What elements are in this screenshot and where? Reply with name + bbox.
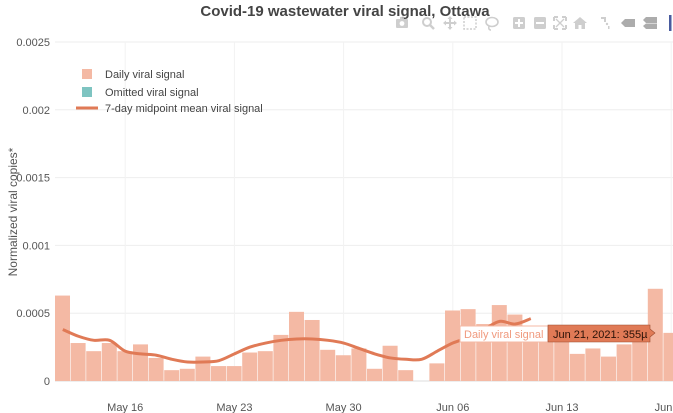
y-tick-label: 0.0005 bbox=[16, 308, 50, 320]
bar-daily-signal[interactable] bbox=[195, 356, 211, 381]
chart-title: Covid-19 wastewater viral signal, Ottawa bbox=[200, 3, 490, 20]
legend-item-daily[interactable]: Daily viral signal bbox=[105, 69, 184, 81]
bar-daily-signal[interactable] bbox=[164, 370, 180, 381]
bar-daily-signal[interactable] bbox=[569, 353, 585, 381]
y-tick-label: 0.0025 bbox=[16, 37, 50, 49]
bar-daily-signal[interactable] bbox=[179, 368, 195, 381]
bar-daily-signal[interactable] bbox=[133, 344, 148, 381]
bar-daily-signal[interactable] bbox=[538, 340, 554, 381]
bar-daily-signal[interactable] bbox=[289, 311, 304, 381]
zoom-out-icon[interactable] bbox=[534, 17, 546, 29]
modebar[interactable] bbox=[396, 15, 672, 31]
bar-daily-signal[interactable] bbox=[460, 309, 476, 381]
bars-layer[interactable] bbox=[55, 288, 673, 381]
box-select-icon[interactable] bbox=[463, 16, 477, 30]
pan-icon[interactable] bbox=[443, 16, 457, 30]
bar-daily-signal[interactable] bbox=[86, 351, 102, 381]
x-axis-ticks: May 16 May 23 May 30 Jun 06 Jun 13 Jun 20 bbox=[107, 402, 673, 413]
autoscale-icon[interactable] bbox=[553, 16, 567, 30]
legend-item-omitted[interactable]: Omitted viral signal bbox=[105, 87, 199, 99]
hover-tooltip: Daily viral signal Jun 21, 2021: 355µ bbox=[459, 324, 656, 343]
bar-daily-signal[interactable] bbox=[382, 345, 398, 381]
zoom-icon[interactable] bbox=[422, 17, 435, 30]
bar-daily-signal[interactable] bbox=[585, 348, 601, 381]
zoom-in-icon[interactable] bbox=[513, 17, 525, 29]
hover-compare-icon[interactable] bbox=[643, 17, 657, 29]
bar-daily-signal[interactable] bbox=[429, 363, 445, 381]
hover-value-label: Jun 21, 2021: 355µ bbox=[553, 329, 648, 341]
bar-daily-signal[interactable] bbox=[335, 355, 351, 381]
bar-daily-signal[interactable] bbox=[616, 344, 632, 381]
y-tick-label: 0.001 bbox=[22, 240, 50, 252]
bar-daily-signal[interactable] bbox=[273, 334, 289, 381]
y-tick-label: 0.0015 bbox=[16, 173, 50, 185]
bar-daily-signal[interactable] bbox=[148, 357, 164, 381]
bar-daily-signal[interactable] bbox=[55, 295, 70, 381]
x-tick-label: May 23 bbox=[216, 402, 252, 413]
mean-line bbox=[62, 317, 532, 364]
hover-value-box bbox=[547, 324, 656, 343]
y-axis-label: Normalized viral copies* bbox=[6, 147, 20, 276]
bar-daily-signal[interactable] bbox=[398, 370, 414, 381]
line-layer bbox=[62, 317, 532, 364]
bar-daily-signal[interactable] bbox=[351, 348, 367, 381]
x-tick-label: May 16 bbox=[107, 402, 143, 413]
x-tick-label: Jun 20 bbox=[655, 402, 673, 413]
bar-daily-signal[interactable] bbox=[491, 305, 507, 381]
hover-series-label: Daily viral signal bbox=[464, 329, 543, 341]
bar-daily-signal[interactable] bbox=[70, 343, 86, 381]
x-tick-label: May 30 bbox=[326, 402, 362, 413]
legend[interactable]: Daily viral signal Omitted viral signal … bbox=[76, 69, 263, 115]
bar-daily-signal[interactable] bbox=[257, 351, 273, 381]
bar-daily-signal[interactable] bbox=[367, 368, 382, 381]
spike-lines-icon[interactable] bbox=[601, 17, 610, 29]
bar-daily-signal[interactable] bbox=[445, 310, 460, 381]
reset-axes-icon[interactable] bbox=[573, 17, 587, 29]
bar-daily-signal[interactable] bbox=[554, 338, 570, 381]
x-tick-label: Jun 06 bbox=[436, 402, 469, 413]
bar-daily-signal[interactable] bbox=[601, 356, 616, 381]
bar-daily-signal[interactable] bbox=[117, 351, 133, 381]
y-axis-ticks: 0 0.0005 0.001 0.0015 0.002 0.0025 bbox=[16, 37, 50, 388]
bar-daily-signal[interactable] bbox=[647, 288, 663, 381]
lasso-select-icon[interactable] bbox=[485, 16, 499, 31]
camera-icon[interactable] bbox=[396, 17, 408, 28]
modebar-logo-icon[interactable] bbox=[669, 15, 672, 31]
bar-daily-signal[interactable] bbox=[242, 352, 258, 381]
bar-daily-signal[interactable] bbox=[226, 366, 242, 381]
bar-daily-signal[interactable] bbox=[304, 319, 320, 381]
bar-daily-signal[interactable] bbox=[101, 343, 117, 381]
x-tick-label: Jun 13 bbox=[545, 402, 578, 413]
bar-daily-signal[interactable] bbox=[663, 332, 673, 381]
bar-daily-signal[interactable] bbox=[211, 366, 226, 381]
y-tick-label: 0.002 bbox=[22, 105, 50, 117]
hover-closest-icon[interactable] bbox=[621, 19, 635, 27]
legend-swatch-daily bbox=[82, 69, 92, 79]
legend-item-mean[interactable]: 7-day midpoint mean viral signal bbox=[105, 103, 263, 115]
y-tick-label: 0 bbox=[44, 376, 50, 388]
bar-daily-signal[interactable] bbox=[320, 349, 336, 381]
legend-swatch-omitted bbox=[82, 87, 92, 97]
bar-daily-signal[interactable] bbox=[632, 338, 648, 381]
